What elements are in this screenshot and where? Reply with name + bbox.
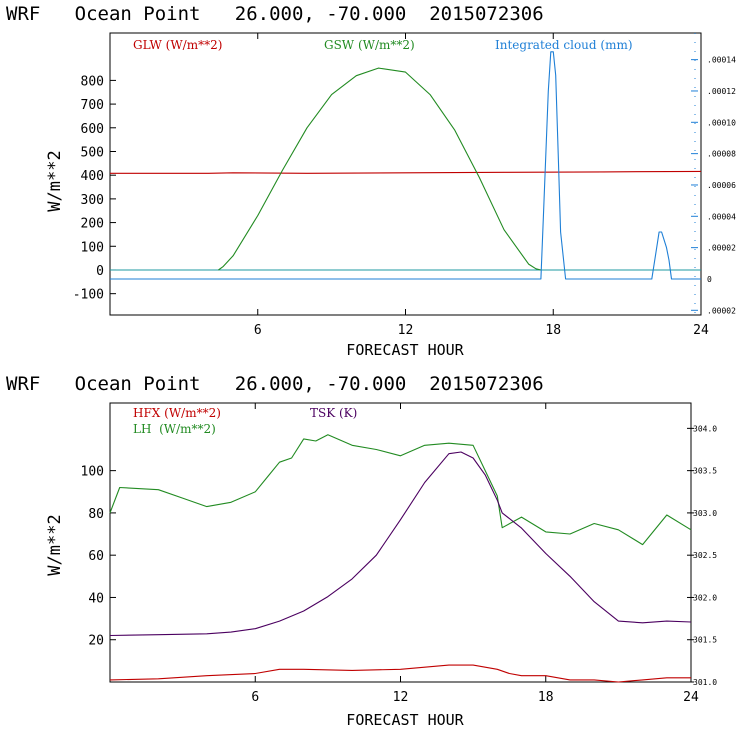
y-tick-label-600: 600	[81, 122, 104, 137]
y-tick-label-300: 300	[81, 193, 104, 208]
legend-tsk: TSK (K)	[310, 406, 357, 420]
bottom-x-axis-label: FORECAST HOUR	[346, 711, 464, 729]
y-tick-label-100: 100	[81, 465, 104, 480]
x-tick-label-6: 6	[254, 323, 262, 338]
series-line-2	[110, 51, 701, 280]
top-plot-frame	[109, 32, 702, 316]
series-line-1	[218, 67, 542, 271]
series-line-1	[109, 434, 692, 546]
top-panel-radiation: WRF Ocean Point 26.000, -70.000 20150723…	[6, 3, 736, 359]
y-tick-label-0: 0	[96, 264, 104, 279]
legend-lh: LH (W/m**2)	[133, 422, 216, 436]
right-tick-label-0: 301.0	[693, 678, 717, 687]
y-tick-label-500: 500	[81, 145, 104, 160]
top-panel-title: WRF Ocean Point 26.000, -70.000 20150723…	[6, 3, 544, 25]
top-x-axis-label: FORECAST HOUR	[346, 341, 464, 359]
bottom-plot-frame	[109, 402, 692, 683]
x-tick-label-12: 12	[393, 690, 409, 705]
bottom-y-axis-label: W/m**2	[45, 514, 65, 575]
right-tick-label-3: 302.5	[693, 551, 717, 560]
right-tick-label-6: .00010	[707, 118, 736, 127]
right-tick-label-6: 304.0	[693, 424, 717, 433]
series-line-0	[110, 170, 702, 174]
legend-glw: GLW (W/m**2)	[133, 38, 222, 52]
legend-integrated-cloud: Integrated cloud (mm)	[495, 38, 633, 52]
y-tick-label-400: 400	[81, 169, 104, 184]
right-tick-label-3: .00004	[707, 212, 736, 221]
right-tick-label-2: .00002	[707, 244, 736, 253]
series-line-0	[109, 664, 691, 683]
right-tick-label-0: .00002	[707, 306, 736, 315]
x-tick-label-18: 18	[545, 323, 561, 338]
right-tick-label-7: .00012	[707, 87, 736, 96]
right-tick-label-2: 302.0	[693, 593, 717, 602]
x-tick-label-6: 6	[251, 690, 259, 705]
y-tick-label-60: 60	[88, 549, 104, 564]
right-tick-label-4: .00006	[707, 181, 736, 190]
legend-gsw: GSW (W/m**2)	[324, 38, 415, 52]
x-tick-label-18: 18	[538, 690, 554, 705]
y-tick-label-20: 20	[88, 634, 104, 649]
legend-hfx: HFX (W/m**2)	[133, 406, 221, 420]
right-tick-label-4: 303.0	[693, 509, 717, 518]
y-tick-label-800: 800	[81, 74, 104, 89]
bottom-panel-title: WRF Ocean Point 26.000, -70.000 20150723…	[6, 373, 544, 395]
right-tick-label-5: 303.5	[693, 467, 717, 476]
right-tick-label-5: .00008	[707, 150, 736, 159]
right-tick-label-1: 0	[707, 275, 712, 284]
x-tick-label-12: 12	[398, 323, 414, 338]
right-tick-label-8: .00014	[707, 56, 736, 65]
x-tick-label-24: 24	[683, 690, 699, 705]
series-line-2	[109, 451, 692, 637]
y-tick-label-100: 100	[81, 240, 104, 255]
y-tick-label-40: 40	[88, 591, 104, 606]
top-y-axis-label: W/m**2	[45, 150, 65, 211]
x-tick-label-24: 24	[693, 323, 709, 338]
y-tick-label-700: 700	[81, 98, 104, 113]
y-tick-label--100: -100	[73, 288, 104, 303]
bottom-panel-fluxes: WRF Ocean Point 26.000, -70.000 20150723…	[6, 373, 717, 729]
right-tick-label-1: 301.5	[693, 636, 717, 645]
y-tick-label-200: 200	[81, 217, 104, 232]
y-tick-label-80: 80	[88, 507, 104, 522]
